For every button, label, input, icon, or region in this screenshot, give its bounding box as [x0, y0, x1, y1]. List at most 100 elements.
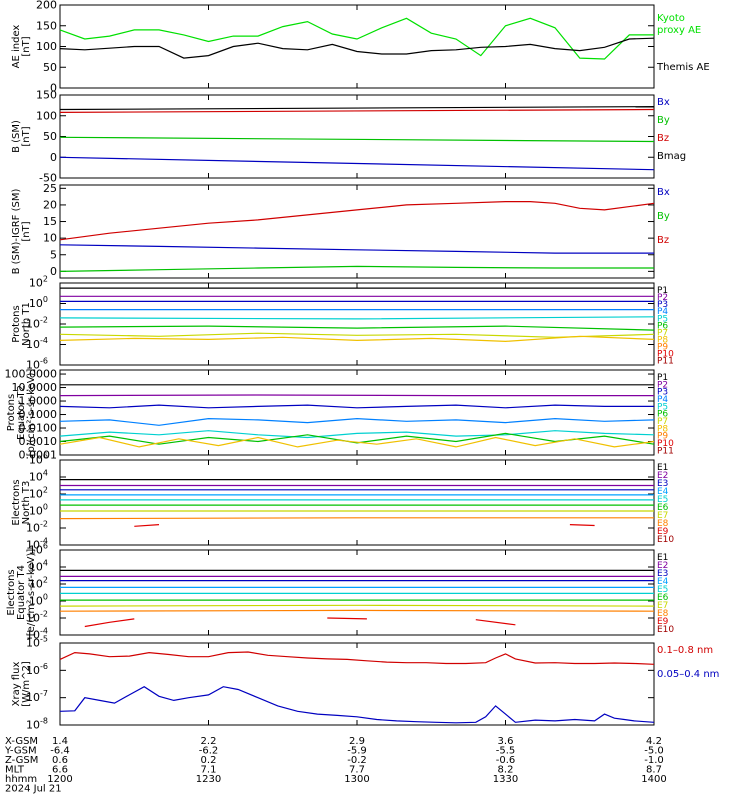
y-axis-label: North T3 [21, 481, 32, 525]
legend-label: E10 [657, 625, 674, 635]
legend-label: E7 [657, 601, 668, 611]
y-tick-label: 100 [36, 40, 57, 53]
legend-label: E9 [657, 527, 669, 537]
legend-label: P9 [657, 432, 668, 442]
y-tick-label: 10-6 [26, 662, 48, 677]
y-axis-label: [nT] [21, 221, 32, 241]
legend-label: proxy AE [657, 25, 701, 36]
legend-label: P6 [657, 321, 668, 331]
y-tick-label: 0.0001 [19, 449, 58, 462]
series-line-en [59, 517, 654, 520]
series-line-ee [327, 617, 367, 620]
ephemeris-value: 6.6 [52, 765, 68, 776]
legend-label: E4 [657, 487, 669, 497]
series-line-pn [59, 316, 655, 320]
ephemeris-value: -6.4 [50, 746, 70, 757]
ephemeris-value: 1200 [47, 774, 72, 785]
legend-label: E4 [657, 577, 669, 587]
legend-label: E10 [657, 535, 674, 545]
legend-label: P4 [657, 307, 668, 317]
y-axis-label: Protons [6, 394, 17, 431]
series-line-ae [59, 17, 654, 60]
ephemeris-row-label: Y-GSM [4, 746, 37, 757]
legend-label: E5 [657, 495, 668, 505]
y-axis-label: [p/(cm²-s-sr-keV)] [26, 369, 37, 457]
legend-label: Themis AE [656, 62, 710, 73]
y-tick-label: 10-4 [26, 336, 48, 351]
y-tick-label: 10-4 [26, 537, 48, 552]
ephemeris-row-label: hhmm [5, 774, 37, 785]
legend-label: E6 [657, 503, 669, 513]
y-tick-label: 10 [43, 232, 57, 245]
y-tick-label: 0.0010 [19, 435, 58, 448]
y-tick-label: 104 [29, 469, 48, 484]
y-tick-label: 25 [43, 182, 57, 195]
series-line-ee [475, 619, 516, 626]
ephemeris-value: -0.2 [347, 755, 367, 766]
y-axis-label: Protons [11, 305, 22, 342]
y-axis-label: Electrons [11, 479, 22, 525]
legend-label: By [657, 211, 670, 222]
series-line-bsm [59, 108, 655, 113]
ephemeris-value: 0.2 [201, 755, 217, 766]
y-tick-label: 106 [29, 542, 48, 557]
ephemeris-value: 0.6 [52, 755, 68, 766]
series-line-pe [59, 436, 655, 448]
series-line-ee [59, 604, 655, 607]
y-tick-label: 5 [50, 248, 57, 261]
legend-label: P7 [657, 417, 668, 427]
legend-label: P11 [657, 446, 674, 456]
ephemeris-value: -5.5 [496, 746, 516, 757]
series-line-pe [59, 432, 655, 445]
panel-frame-pn [59, 282, 655, 366]
series-line-ae [59, 37, 655, 59]
series-line-pe [59, 394, 654, 397]
ephemeris-value: -5.9 [347, 746, 367, 757]
y-tick-label: 100 [29, 593, 48, 608]
date-label: 2024 Jul 21 [5, 784, 62, 795]
y-tick-label: 100 [29, 503, 48, 518]
y-tick-label: 50 [43, 130, 57, 143]
legend-label: E8 [657, 609, 669, 619]
legend-label: P9 [657, 343, 668, 353]
series-line-pe [59, 404, 654, 409]
y-tick-label: 1.0000 [19, 395, 58, 408]
legend-label: By [657, 115, 670, 126]
legend-label: P8 [657, 335, 668, 345]
legend-label: P8 [657, 424, 668, 434]
ephemeris-value: 2.2 [201, 736, 217, 747]
panel-frame-xray [59, 642, 655, 726]
ephemeris-value: 7.1 [201, 765, 217, 776]
y-tick-label: 10-2 [26, 316, 48, 331]
y-tick-label: 0.1000 [19, 408, 58, 421]
ephemeris-row-label: MLT [5, 765, 25, 776]
ephemeris-value: 8.2 [498, 765, 514, 776]
ephemeris-value: 1330 [493, 774, 518, 785]
y-tick-label: 0.0100 [19, 422, 58, 435]
panel-frame-ee [59, 549, 655, 636]
y-tick-label: 150 [36, 89, 57, 102]
ephemeris-value: -1.0 [644, 755, 664, 766]
y-axis-label: Electrons [6, 569, 17, 615]
series-line-bsm [59, 136, 655, 143]
legend-label: P4 [657, 395, 668, 405]
series-line-pe [59, 430, 655, 439]
y-tick-label: 10-2 [26, 520, 48, 535]
ephemeris-value: 4.2 [646, 736, 662, 747]
y-axis-label: North T1 [21, 302, 32, 346]
panel-frame-bdiff [59, 184, 655, 279]
legend-label: E6 [657, 593, 669, 603]
series-line-bdiff [59, 244, 654, 254]
y-tick-label: 102 [29, 275, 48, 290]
legend-label: P10 [657, 439, 674, 449]
series-line-xray [59, 651, 655, 665]
legend-label: P3 [657, 300, 668, 310]
ephemeris-value: -6.2 [199, 746, 219, 757]
legend-label: P2 [657, 380, 668, 390]
ephemeris-value: -0.6 [496, 755, 516, 766]
series-line-bdiff [59, 201, 655, 241]
ephemeris-row-label: X-GSM [5, 736, 38, 747]
legend-label: E7 [657, 511, 668, 521]
